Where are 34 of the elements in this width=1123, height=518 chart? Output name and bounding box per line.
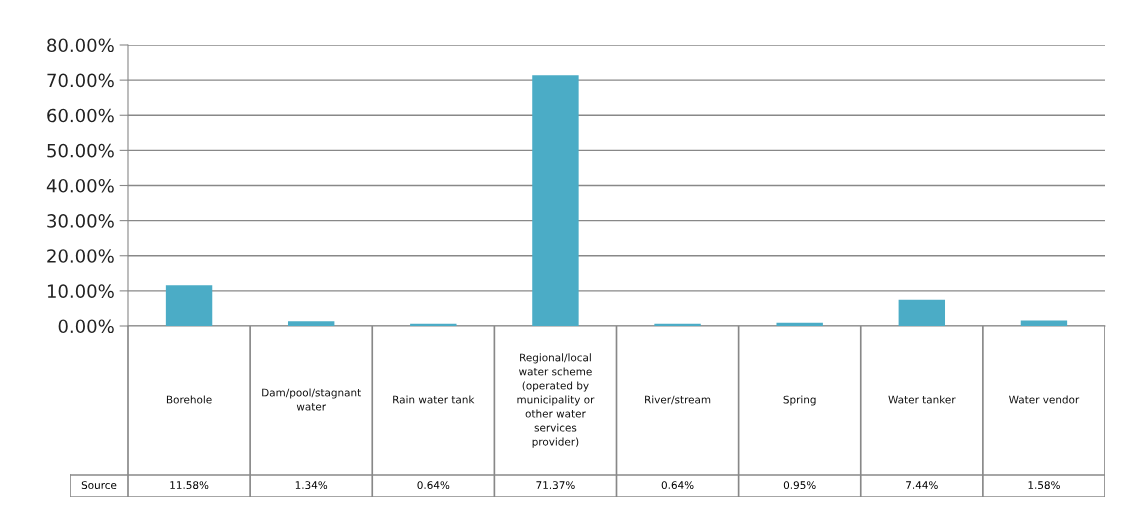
y-tick-label: 70.00% <box>47 73 114 88</box>
data-label: 1.58% <box>1028 481 1060 490</box>
x-tick-label: Spring <box>783 395 816 406</box>
bar <box>165 285 213 326</box>
y-tick-label: 20.00% <box>47 249 114 263</box>
y-tick-label: 0.00% <box>58 319 114 334</box>
data-label: 71.37% <box>536 481 575 490</box>
bar <box>654 323 701 326</box>
bar <box>532 75 579 326</box>
y-tick-label: 80.00% <box>47 38 114 53</box>
text: Source <box>81 481 117 490</box>
y-tick-label: 10.00% <box>47 284 114 298</box>
data-label: 0.64% <box>661 481 694 490</box>
bar <box>287 321 335 326</box>
bar <box>1020 320 1068 326</box>
data-label: 0.64% <box>417 481 450 490</box>
data-label: 11.58% <box>170 481 209 490</box>
bar <box>776 322 823 326</box>
x-tick-label: Water vendor <box>1009 395 1080 404</box>
bar <box>410 323 457 326</box>
x-tick-label: Regional/local water scheme (operated by municipality or other water services provider) <box>517 353 595 448</box>
x-tick-label: Borehole <box>166 395 212 404</box>
y-tick-label: 30.00% <box>47 214 114 228</box>
y-tick-label: 50.00% <box>47 143 114 158</box>
x-tick-label: River/stream <box>645 395 711 405</box>
data-label: 1.34% <box>295 481 328 490</box>
x-tick-label: Dam/pool/stagnant water <box>262 388 361 411</box>
x-tick-label: Water tanker <box>888 395 956 404</box>
x-tick-label: Rain water tank <box>393 395 475 404</box>
bar <box>898 299 946 326</box>
data-label: 0.95% <box>783 481 816 490</box>
y-tick-label: 40.00% <box>46 178 114 193</box>
data-label: 7.44% <box>906 481 938 490</box>
y-tick-label: 60.00% <box>47 108 114 123</box>
